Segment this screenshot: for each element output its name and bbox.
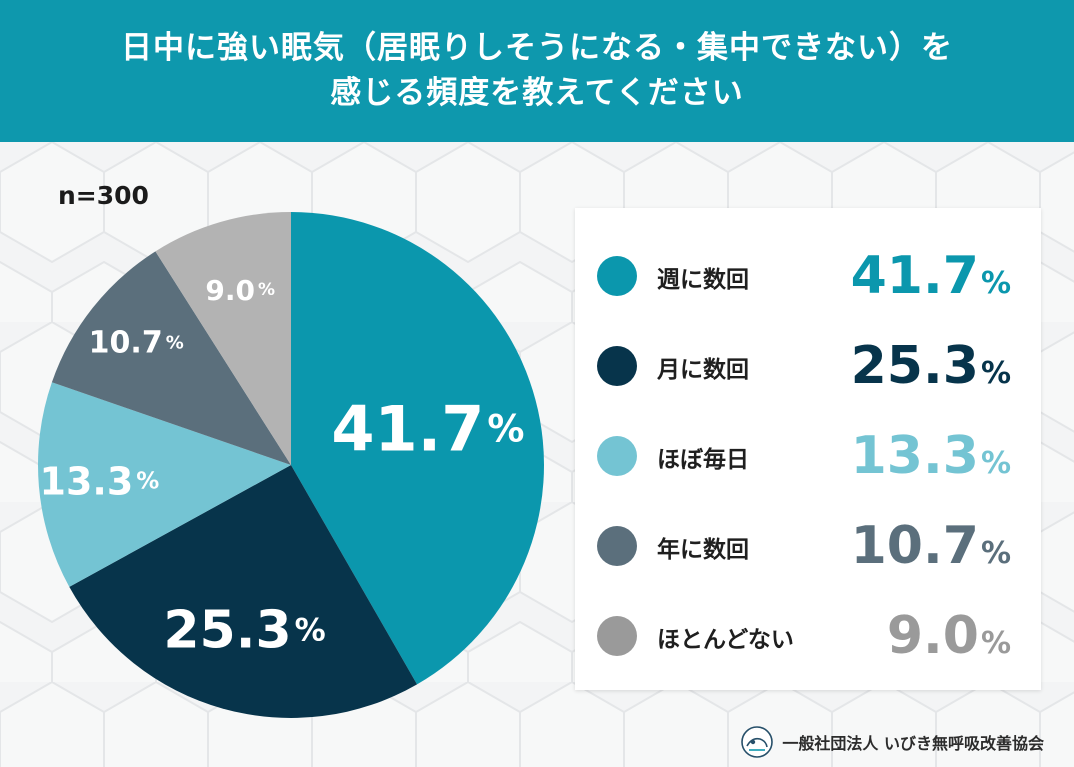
legend-label: 月に数回: [657, 350, 749, 384]
legend-item: 月に数回 25.3%: [575, 336, 1041, 396]
legend-swatch: [597, 256, 637, 296]
legend-value: 41.7%: [851, 246, 1011, 314]
legend-item: ほぼ毎日 13.3%: [575, 426, 1041, 486]
association-logo-icon: [740, 725, 774, 759]
legend-value-unit: %: [981, 446, 1011, 481]
footer-credit: 一般社団法人 いびき無呼吸改善協会: [740, 725, 1044, 759]
legend-value: 10.7%: [851, 516, 1011, 584]
footer-organization: 一般社団法人 いびき無呼吸改善協会: [782, 730, 1044, 754]
legend-value: 13.3%: [851, 426, 1011, 494]
legend-value-unit: %: [981, 626, 1011, 661]
legend-value-number: 9.0: [887, 606, 979, 666]
legend-value: 25.3%: [851, 336, 1011, 404]
legend-item: ほとんどない 9.0%: [575, 606, 1041, 666]
legend-label: 年に数回: [657, 530, 749, 564]
legend-value-unit: %: [981, 356, 1011, 391]
legend-value-number: 10.7: [851, 516, 979, 576]
legend-value-number: 25.3: [851, 336, 979, 396]
legend-value-number: 41.7: [851, 246, 979, 306]
legend-value-number: 13.3: [851, 426, 979, 486]
legend-label: ほぼ毎日: [657, 440, 749, 474]
legend-item: 年に数回 10.7%: [575, 516, 1041, 576]
legend-swatch: [597, 616, 637, 656]
legend-item: 週に数回 41.7%: [575, 246, 1041, 306]
legend-value-unit: %: [981, 536, 1011, 571]
legend-swatch: [597, 346, 637, 386]
legend-swatch: [597, 436, 637, 476]
legend-value: 9.0%: [887, 606, 1011, 674]
legend-value-unit: %: [981, 266, 1011, 301]
legend-panel: 週に数回 41.7% 月に数回 25.3% ほぼ毎日 13.3% 年に数回 10.7% ほとんど…: [575, 208, 1041, 690]
legend-label: ほとんどない: [657, 620, 794, 654]
legend-swatch: [597, 526, 637, 566]
legend-label: 週に数回: [657, 260, 749, 294]
